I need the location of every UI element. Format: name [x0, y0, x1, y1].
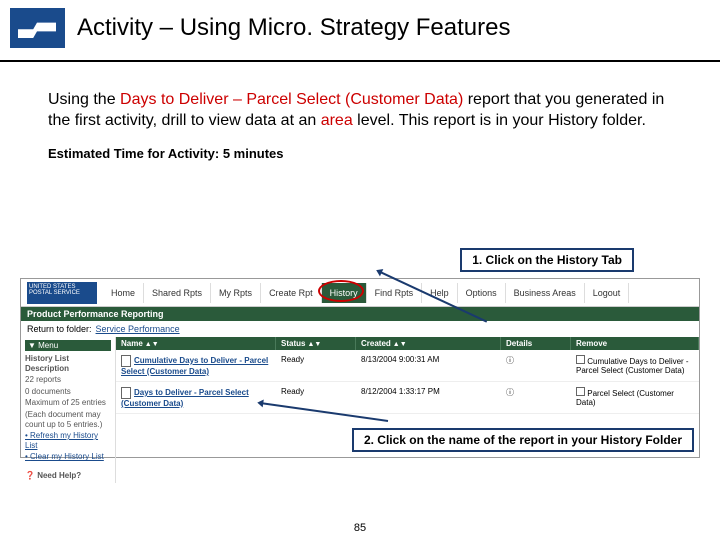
tab-business-areas[interactable]: Business Areas: [506, 283, 585, 303]
report-link[interactable]: Days to Deliver - Parcel Select (Custome…: [121, 388, 249, 408]
column-headers: Name▲▼ Status▲▼ Created▲▼ Details Remove: [116, 337, 699, 350]
sidebar-item: History List Description: [25, 353, 111, 374]
sort-icon: ▲▼: [145, 341, 159, 348]
nav-tabs: Home Shared Rpts My Rpts Create Rpt Hist…: [103, 283, 699, 303]
col-status[interactable]: Status▲▼: [276, 337, 356, 350]
breadcrumb: Return to folder: Service Performance: [21, 321, 699, 337]
tab-home[interactable]: Home: [103, 283, 144, 303]
tab-logout[interactable]: Logout: [585, 283, 630, 303]
remove-label: Cumulative Days to Deliver - Parcel Sele…: [576, 357, 689, 375]
details-icon[interactable]: ⓘ: [501, 385, 571, 410]
callout-step-1: 1. Click on the History Tab: [460, 248, 634, 272]
sidebar-link[interactable]: • Refresh my History List: [25, 430, 111, 451]
remove-checkbox[interactable]: [576, 387, 585, 396]
document-icon: [121, 387, 131, 399]
ss-usps-logo-icon: UNITED STATES POSTAL SERVICE: [27, 282, 97, 304]
tab-history[interactable]: History: [322, 283, 367, 303]
details-icon[interactable]: ⓘ: [501, 353, 571, 378]
created-cell: 8/13/2004 9:00:31 AM: [356, 353, 501, 378]
table-row: Cumulative Days to Deliver - Parcel Sele…: [116, 350, 699, 382]
sidebar-item: 0 documents: [25, 386, 111, 398]
sidebar-item: Maximum of 25 entries: [25, 397, 111, 409]
app-banner: Product Performance Reporting: [21, 307, 699, 321]
col-name[interactable]: Name▲▼: [116, 337, 276, 350]
sidebar-header[interactable]: ▼ Menu: [25, 340, 111, 351]
time-estimate: Estimated Time for Activity: 5 minutes: [0, 140, 720, 171]
status-cell: Ready: [276, 353, 356, 378]
sidebar-item: 22 reports: [25, 374, 111, 386]
tab-shared-rpts[interactable]: Shared Rpts: [144, 283, 211, 303]
usps-logo-icon: [10, 8, 65, 48]
document-icon: [121, 355, 131, 367]
sort-icon: ▲▼: [393, 341, 407, 348]
col-details: Details: [501, 337, 571, 350]
report-link[interactable]: Cumulative Days to Deliver - Parcel Sele…: [121, 356, 268, 376]
page-title: Activity – Using Micro. Strategy Feature…: [77, 14, 510, 42]
need-help[interactable]: ❓ Need Help?: [25, 471, 111, 480]
sort-icon: ▲▼: [307, 341, 321, 348]
tab-options[interactable]: Options: [458, 283, 506, 303]
tab-find-rpts[interactable]: Find Rpts: [367, 283, 423, 303]
sidebar: ▼ Menu History List Description 22 repor…: [21, 337, 116, 483]
breadcrumb-link[interactable]: Service Performance: [96, 324, 180, 334]
intro-text: Using the Days to Deliver – Parcel Selec…: [0, 62, 720, 140]
tab-create-rpt[interactable]: Create Rpt: [261, 283, 322, 303]
created-cell: 8/12/2004 1:33:17 PM: [356, 385, 501, 410]
sidebar-link[interactable]: • Clear my History List: [25, 451, 111, 463]
callout-step-2: 2. Click on the name of the report in yo…: [352, 428, 694, 452]
tab-my-rpts[interactable]: My Rpts: [211, 283, 261, 303]
remove-label: Parcel Select (Customer Data): [576, 389, 674, 407]
remove-checkbox[interactable]: [576, 355, 585, 364]
col-remove: Remove: [571, 337, 699, 350]
page-number: 85: [354, 522, 366, 534]
sidebar-item: (Each document may count up to 5 entries…: [25, 409, 111, 430]
table-row: Days to Deliver - Parcel Select (Custome…: [116, 382, 699, 414]
col-created[interactable]: Created▲▼: [356, 337, 501, 350]
